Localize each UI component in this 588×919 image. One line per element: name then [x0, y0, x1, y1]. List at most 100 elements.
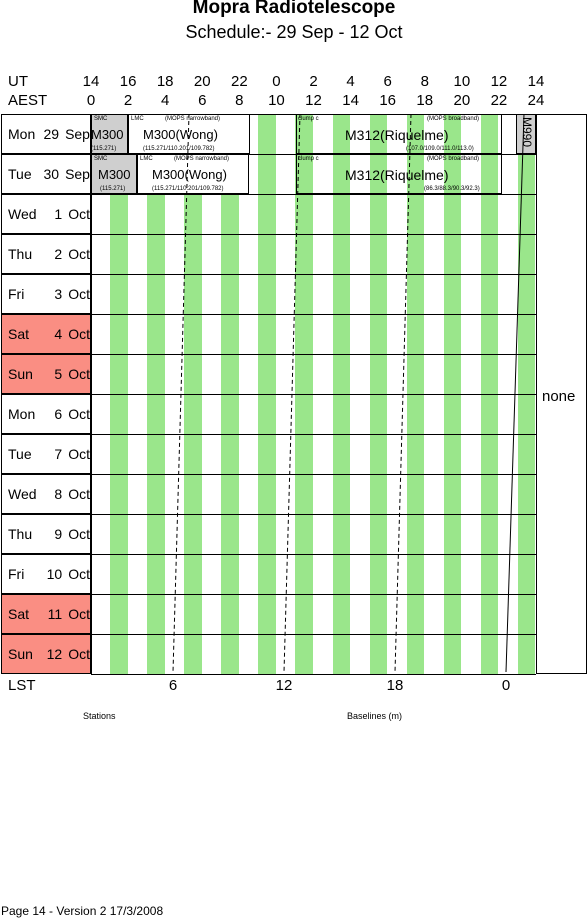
day-name: Thu	[8, 526, 33, 542]
day-name: Sun	[8, 646, 33, 662]
row-line	[91, 314, 536, 315]
ut-tick: 2	[309, 73, 318, 90]
ut-tick: 22	[230, 73, 248, 90]
mops-narrow-label-2: (MOPS narrowband)	[174, 156, 230, 162]
clump-label-2: clump c	[298, 156, 319, 162]
ut-tick: 12	[490, 73, 508, 90]
row-line	[91, 274, 536, 275]
day-number: 8	[54, 486, 63, 502]
aest-tick: 12	[305, 92, 322, 109]
m300-freq: (115.271)	[91, 146, 117, 152]
day-month: Oct	[68, 326, 90, 342]
day-cell: Wed 1 Oct	[1, 194, 91, 234]
day-month: Oct	[68, 606, 90, 622]
day-number: 9	[54, 526, 63, 542]
day-month: Oct	[68, 246, 90, 262]
lst-18-line	[394, 113, 412, 673]
ut-tick: 20	[193, 73, 211, 90]
m300-label: M300	[91, 127, 124, 142]
aest-tick: 22	[490, 92, 508, 109]
lst-tick: 0	[501, 677, 511, 694]
config-label: none	[542, 388, 576, 405]
ut-tick: 14	[527, 73, 545, 90]
smc-label: SMC	[94, 116, 108, 122]
stations-label: Stations	[83, 711, 116, 721]
day-month: Oct	[68, 366, 90, 382]
row-line	[91, 554, 536, 555]
row-line	[91, 474, 536, 475]
day-name: Mon	[8, 126, 36, 142]
day-number: 2	[54, 246, 63, 262]
riquelme-block-2	[296, 154, 502, 194]
ut-tick: 10	[453, 73, 471, 90]
day-name: Fri	[8, 566, 25, 582]
baselines-label: Baselines (m)	[347, 711, 403, 721]
day-cell: Sat 4 Oct	[1, 314, 91, 354]
day-month: Oct	[68, 646, 90, 662]
riquelme-freq: (107.0/109.0/111.0/113.0)	[406, 146, 474, 152]
mops-narrow-label: (MOPS narrowband)	[165, 116, 221, 122]
day-number: 7	[54, 446, 63, 462]
aest-tick: 2	[123, 92, 133, 109]
row-line	[91, 514, 536, 515]
day-name: Wed	[8, 206, 37, 222]
m300-wong-label: M300(Wong)	[143, 127, 218, 142]
day-month: Oct	[68, 566, 90, 582]
aest-tick: 16	[379, 92, 396, 109]
ut-tick: 14	[82, 73, 100, 90]
column-line	[91, 114, 92, 674]
ut-tick: 4	[346, 73, 355, 90]
day-cell: Wed 8 Oct	[1, 474, 91, 514]
lmc-block-2	[137, 154, 249, 194]
day-number: 11	[47, 606, 63, 622]
day-month: Oct	[68, 526, 90, 542]
day-cell: Thu 2 Oct	[1, 234, 91, 274]
wong-freq-2: (115.271/110.201/109.782)	[152, 186, 224, 192]
day-month: Oct	[68, 486, 90, 502]
m300-freq-2: (115.271)	[100, 186, 126, 192]
lst-12-line	[283, 113, 301, 673]
day-number: 4	[54, 326, 63, 342]
ut-tick: 18	[156, 73, 174, 90]
day-month: Sep	[65, 126, 90, 142]
aest-tick: 20	[453, 92, 471, 109]
smc-block-2	[91, 154, 137, 194]
lmc-label: LMC	[131, 116, 144, 122]
aest-tick: 18	[416, 92, 434, 109]
day-cell: Mon 29 Sep	[1, 114, 91, 154]
ut-tick: 16	[119, 73, 137, 90]
riquelme-freq-2: (86.3/88.3/90.3/92.3)	[424, 186, 480, 192]
row-line	[91, 234, 536, 235]
mops-broad-label: (MOPS broadband)	[427, 116, 480, 122]
aest-tick: 24	[527, 92, 545, 109]
aest-tick: 8	[235, 92, 244, 109]
column-line	[536, 114, 537, 674]
m312-label-2: M312(Riquelme)	[345, 167, 449, 183]
row-line	[91, 354, 536, 355]
day-name: Wed	[8, 486, 37, 502]
lst-tick: 18	[386, 677, 404, 694]
day-cell: Thu 9 Oct	[1, 514, 91, 554]
row-line	[91, 194, 536, 195]
day-name: Sun	[8, 366, 33, 382]
day-cell: Fri 10 Oct	[1, 554, 91, 594]
day-name: Tue	[8, 166, 32, 182]
aest-tick: 4	[160, 92, 170, 109]
day-name: Sat	[8, 326, 30, 342]
row-line	[91, 594, 536, 595]
day-number: 30	[43, 166, 60, 182]
row-line	[91, 674, 536, 675]
day-name: Thu	[8, 246, 33, 262]
day-month: Oct	[68, 286, 90, 302]
mops-broad-label-2: (MOPS broadband)	[427, 156, 480, 162]
day-name: Mon	[8, 406, 36, 422]
lst-tick: 12	[275, 677, 293, 694]
wong-freq: (115.271/110.201/109.782)	[143, 146, 215, 152]
aest-tick: 6	[198, 92, 207, 109]
day-cell: Tue 30 Sep	[1, 154, 91, 194]
lst-6-line	[172, 113, 190, 673]
day-number: 5	[54, 366, 63, 382]
day-name: Fri	[8, 286, 25, 302]
lst-tick: 6	[168, 677, 178, 694]
